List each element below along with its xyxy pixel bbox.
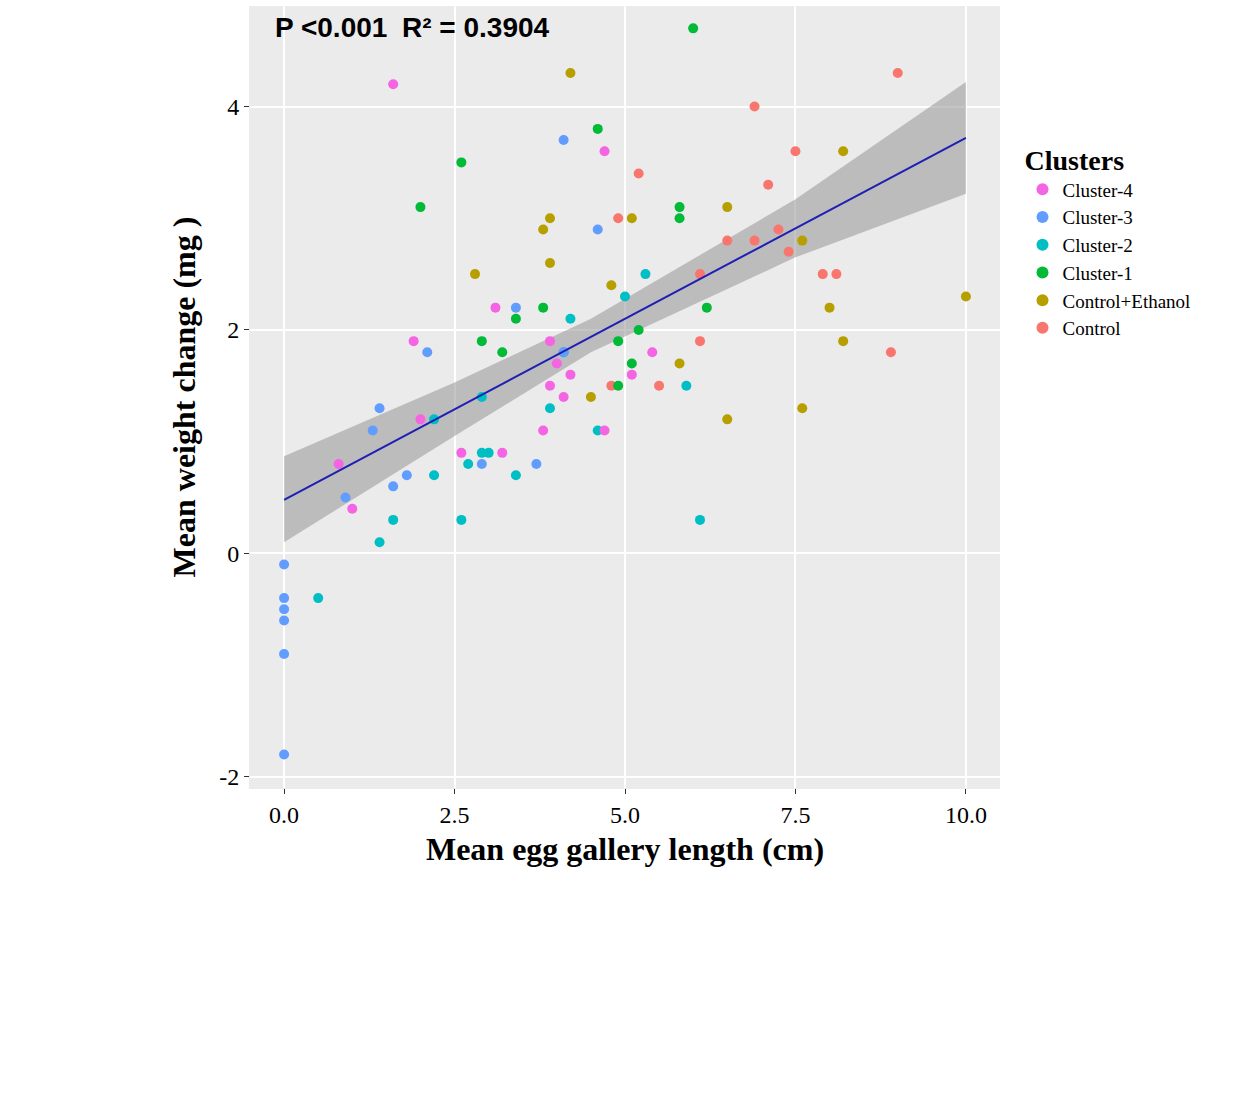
svg-text:Cluster-3: Cluster-3 xyxy=(1063,207,1133,228)
svg-text:R² = 0.3904: R² = 0.3904 xyxy=(402,12,550,43)
svg-text:Cluster-4: Cluster-4 xyxy=(1063,180,1134,201)
svg-text:0: 0 xyxy=(227,541,239,567)
svg-text:Mean egg gallery length (cm): Mean egg gallery length (cm) xyxy=(426,831,824,867)
svg-text:Control: Control xyxy=(1063,318,1121,339)
svg-text:10.0: 10.0 xyxy=(945,802,987,828)
svg-text:Control+Ethanol: Control+Ethanol xyxy=(1063,291,1191,312)
svg-text:2: 2 xyxy=(227,317,239,343)
svg-text:4: 4 xyxy=(227,94,239,120)
svg-text:P <0.001: P <0.001 xyxy=(275,12,387,43)
svg-text:Cluster-1: Cluster-1 xyxy=(1063,263,1133,284)
svg-text:2.5: 2.5 xyxy=(440,802,470,828)
svg-text:Clusters: Clusters xyxy=(1025,146,1125,177)
svg-text:5.0: 5.0 xyxy=(610,802,640,828)
svg-text:0.0: 0.0 xyxy=(269,802,299,828)
svg-text:-2: -2 xyxy=(219,764,239,790)
svg-text:Mean weight change (mg ): Mean weight change (mg ) xyxy=(166,217,202,578)
svg-text:7.5: 7.5 xyxy=(780,802,810,828)
svg-text:Cluster-2: Cluster-2 xyxy=(1063,235,1133,256)
